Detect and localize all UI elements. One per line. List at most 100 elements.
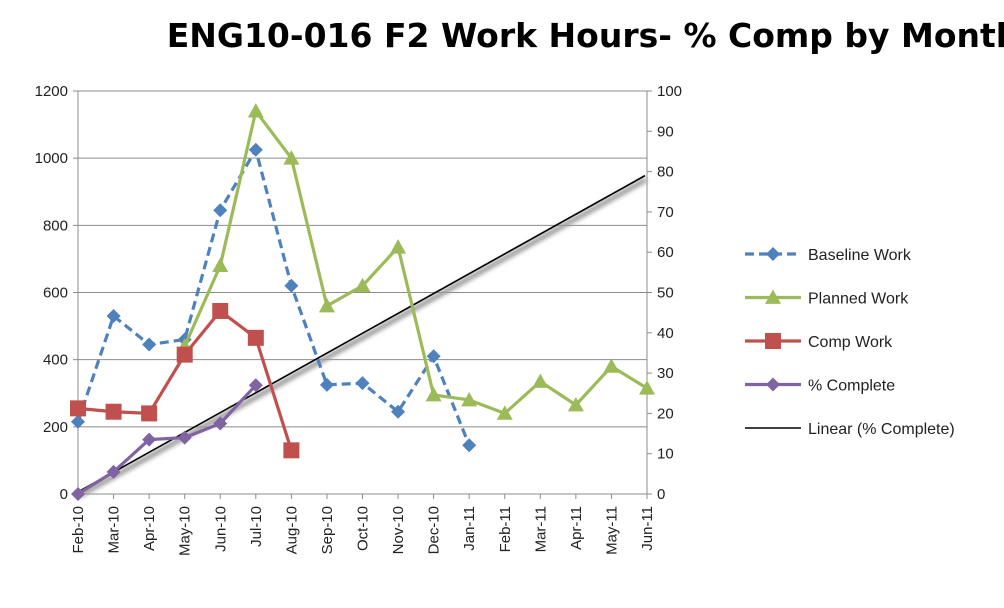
x-tick-label: Feb-10	[70, 506, 87, 554]
series-line	[77, 384, 257, 496]
series-comp-work	[70, 302, 300, 459]
right-tick-label: 20	[657, 405, 674, 422]
trendline-layer	[77, 174, 648, 499]
x-tick-label: Jun-10	[212, 506, 229, 552]
data-point	[106, 464, 121, 479]
data-point	[496, 405, 513, 420]
right-tick-label: 10	[657, 446, 674, 463]
data-point	[248, 142, 263, 157]
x-tick-label: Apr-10	[141, 506, 158, 551]
legend-label: % Complete	[808, 378, 895, 395]
right-tick-label: 70	[657, 204, 674, 221]
series-line	[183, 109, 648, 415]
data-point	[70, 400, 86, 417]
legend-item: Linear (% Complete)	[745, 421, 955, 438]
left-tick-label: 400	[43, 352, 68, 369]
right-tick-label: 60	[657, 244, 674, 261]
x-tick-label: Jan-11	[461, 506, 478, 551]
x-tick-label: Nov-10	[390, 506, 407, 554]
data-point	[142, 337, 157, 352]
left-tick-label: 200	[43, 419, 68, 436]
data-point	[766, 377, 780, 392]
data-point	[426, 349, 441, 364]
data-point	[639, 380, 655, 395]
data-point	[213, 416, 228, 431]
x-tick-label: Dec-10	[426, 506, 443, 554]
data-point	[284, 278, 299, 293]
legend-label: Linear (% Complete)	[808, 421, 955, 438]
right-tick-label: 50	[657, 285, 674, 302]
right-tick-label: 100	[657, 83, 682, 100]
data-point	[176, 346, 193, 363]
x-tick-label: Apr-11	[568, 506, 585, 550]
data-point	[462, 438, 477, 453]
data-point	[283, 150, 300, 165]
legend-item: % Complete	[745, 377, 895, 395]
series--complete	[71, 378, 263, 501]
data-point	[283, 442, 300, 459]
right-tick-label: 40	[657, 325, 674, 342]
data-point	[355, 376, 370, 391]
trendline-shadow	[77, 177, 648, 499]
legend-label: Baseline Work	[808, 247, 912, 264]
x-tick-label: May-11	[603, 506, 620, 555]
right-tick-label: 0	[657, 486, 665, 503]
x-tick-label: Sep-10	[319, 506, 336, 554]
data-point	[71, 487, 85, 501]
x-tick-label: Jun-11	[639, 506, 656, 551]
data-point	[212, 257, 229, 273]
data-point	[765, 289, 781, 304]
legend-item: Baseline Work	[745, 247, 912, 264]
right-tick-label: 90	[657, 123, 674, 140]
left-tick-label: 1000	[35, 150, 68, 167]
data-point	[354, 277, 371, 293]
x-tick-label: Jul-10	[248, 506, 265, 547]
right-tick-label: 30	[657, 365, 674, 382]
right-tick-label: 80	[657, 164, 674, 181]
legend-item: Planned Work	[745, 289, 909, 308]
data-point	[142, 432, 157, 447]
left-tick-label: 1200	[35, 83, 68, 100]
data-point	[391, 404, 406, 419]
data-point	[248, 378, 263, 393]
data-point	[105, 403, 122, 420]
left-tick-label: 800	[43, 217, 68, 234]
data-point	[461, 391, 478, 407]
gridlines	[78, 90, 647, 428]
x-tick-label: Mar-11	[532, 506, 549, 552]
axes	[73, 90, 652, 499]
data-point	[106, 309, 121, 324]
left-axis-ticks: 0 200 400 600 800 1000 1200	[35, 83, 68, 503]
x-tick-label: Feb-11	[497, 506, 514, 552]
legend-label: Planned Work	[808, 291, 909, 308]
legend: Baseline Work Planned Work Comp Work % Comp…	[745, 247, 955, 438]
series-line	[76, 148, 471, 446]
data-point	[141, 405, 158, 422]
data-point	[212, 302, 229, 319]
left-tick-label: 0	[60, 486, 68, 503]
data-point	[213, 203, 228, 218]
left-tick-label: 600	[43, 285, 68, 302]
data-point	[247, 329, 264, 346]
x-tick-label: May-10	[177, 506, 194, 556]
data-point	[390, 239, 407, 254]
data-point	[319, 377, 334, 392]
series-planned-work	[176, 103, 655, 420]
data-point	[603, 358, 620, 373]
chart-title: ENG10-016 F2 Work Hours- % Comp by Month	[167, 16, 1004, 55]
data-point	[766, 247, 780, 261]
legend-label: Comp Work	[808, 334, 893, 351]
x-axis-ticks: Feb-10 Mar-10 Apr-10 May-10 Jun-10 Jul-10 Aug-…	[70, 506, 656, 556]
data-point	[532, 373, 549, 388]
data-point	[247, 103, 264, 118]
x-tick-label: Mar-10	[106, 506, 123, 554]
data-point	[318, 297, 335, 313]
series-baseline-work	[71, 142, 477, 453]
data-point	[425, 386, 442, 402]
x-tick-label: Aug-10	[283, 506, 300, 554]
legend-item: Comp Work	[745, 333, 893, 351]
right-axis-ticks: 0 10 20 30 40 50 60 70 80 90 100	[657, 83, 682, 503]
data-point	[71, 414, 85, 429]
data-point	[177, 430, 192, 445]
